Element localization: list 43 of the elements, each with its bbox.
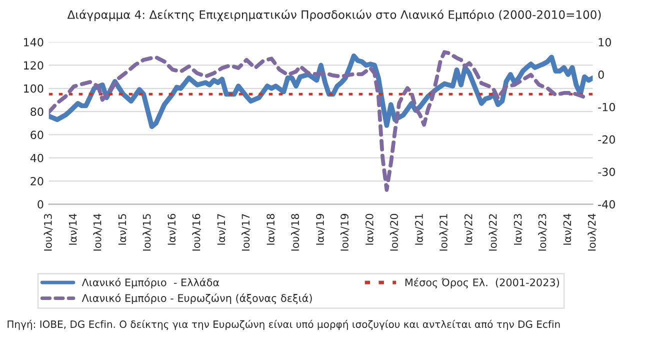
x-tick-label: Ιαν/23 <box>514 214 523 245</box>
text: Πηγή: ΙΟΒΕ, DG Ecfin. Ο δείκτης για την Ευρωζώνη είναι υπό μορφή ισοζυγίου και αντλείται από την DG Ecfin <box>8 320 560 330</box>
x-tick-label: Ιαν/20 <box>365 214 374 245</box>
y-tick-label: 60 <box>30 130 44 140</box>
x-tick-label: Ιουλ/14 <box>93 214 102 251</box>
x-tick-label: Ιουλ/19 <box>340 214 350 251</box>
x-tick-label: Ιαν/24 <box>563 214 572 245</box>
x-tick-label: Ιουλ/22 <box>488 214 498 251</box>
x-tick-label: Ιουλ/15 <box>142 214 152 251</box>
x-tick-label: Ιαν/18 <box>266 214 276 245</box>
y-tick-label: 0 <box>38 200 44 209</box>
x-tick-label: Ιαν/16 <box>168 214 176 245</box>
x-tick-label: Ιουλ/20 <box>390 214 399 251</box>
x-tick-label: Ιουλ/18 <box>290 214 300 251</box>
y2-tick-label: -10 <box>598 102 616 112</box>
x-tick-label: Ιουλ/16 <box>192 214 202 251</box>
x-tick-label: Ιαν/14 <box>69 214 78 245</box>
x-tick-label: Ιουλ/13 <box>44 214 53 251</box>
y-tick-label: 40 <box>30 154 44 162</box>
y-tick-label: 140 <box>24 38 44 46</box>
x-tick-label: Ιαν/22 <box>464 214 474 245</box>
y2-tick-label: -40 <box>598 200 616 209</box>
legend-label: Μέσος Όρος Ελ. (2001-2023) <box>405 278 560 288</box>
x-tick-label: Ιουλ/17 <box>242 214 250 251</box>
x-tick-label: Ιαν/19 <box>316 214 325 245</box>
y-tick-label: 80 <box>30 108 44 116</box>
x-tick-label: Ιουλ/23 <box>538 214 548 251</box>
y-tick-label: 20 <box>30 176 44 186</box>
chart-title: Διάγραμμα 4: Δείκτης Επιχειρηματικών Προσδοκιών στο Λιανικό Εμπόριο (2000-2010=100) <box>67 10 601 22</box>
line-series <box>48 54 593 130</box>
x-tick-label: Ιαν/21 <box>415 214 424 245</box>
y2-tick-label: 0 <box>598 70 604 79</box>
x-tick-label: Ιαν/15 <box>118 214 127 245</box>
x-tick-label: Ιουλ/24 <box>588 214 597 251</box>
y2-tick-label: 10 <box>598 38 611 46</box>
y-tick-label: 100 <box>24 84 44 93</box>
x-tick-label: Ιαν/17 <box>217 214 226 245</box>
y2-tick-label: -30 <box>598 168 616 176</box>
y2-tick-label: -20 <box>598 135 616 144</box>
legend-label: Λιανικό Εμπόριο - Ελλάδα <box>82 278 220 288</box>
y-tick-label: 120 <box>24 61 44 70</box>
x-tick-label: Ιουλ/21 <box>439 214 448 251</box>
legend-label: Λιανικό Εμπόριο - Ευρωζώνη (άξονας δεξιά) <box>82 294 312 304</box>
